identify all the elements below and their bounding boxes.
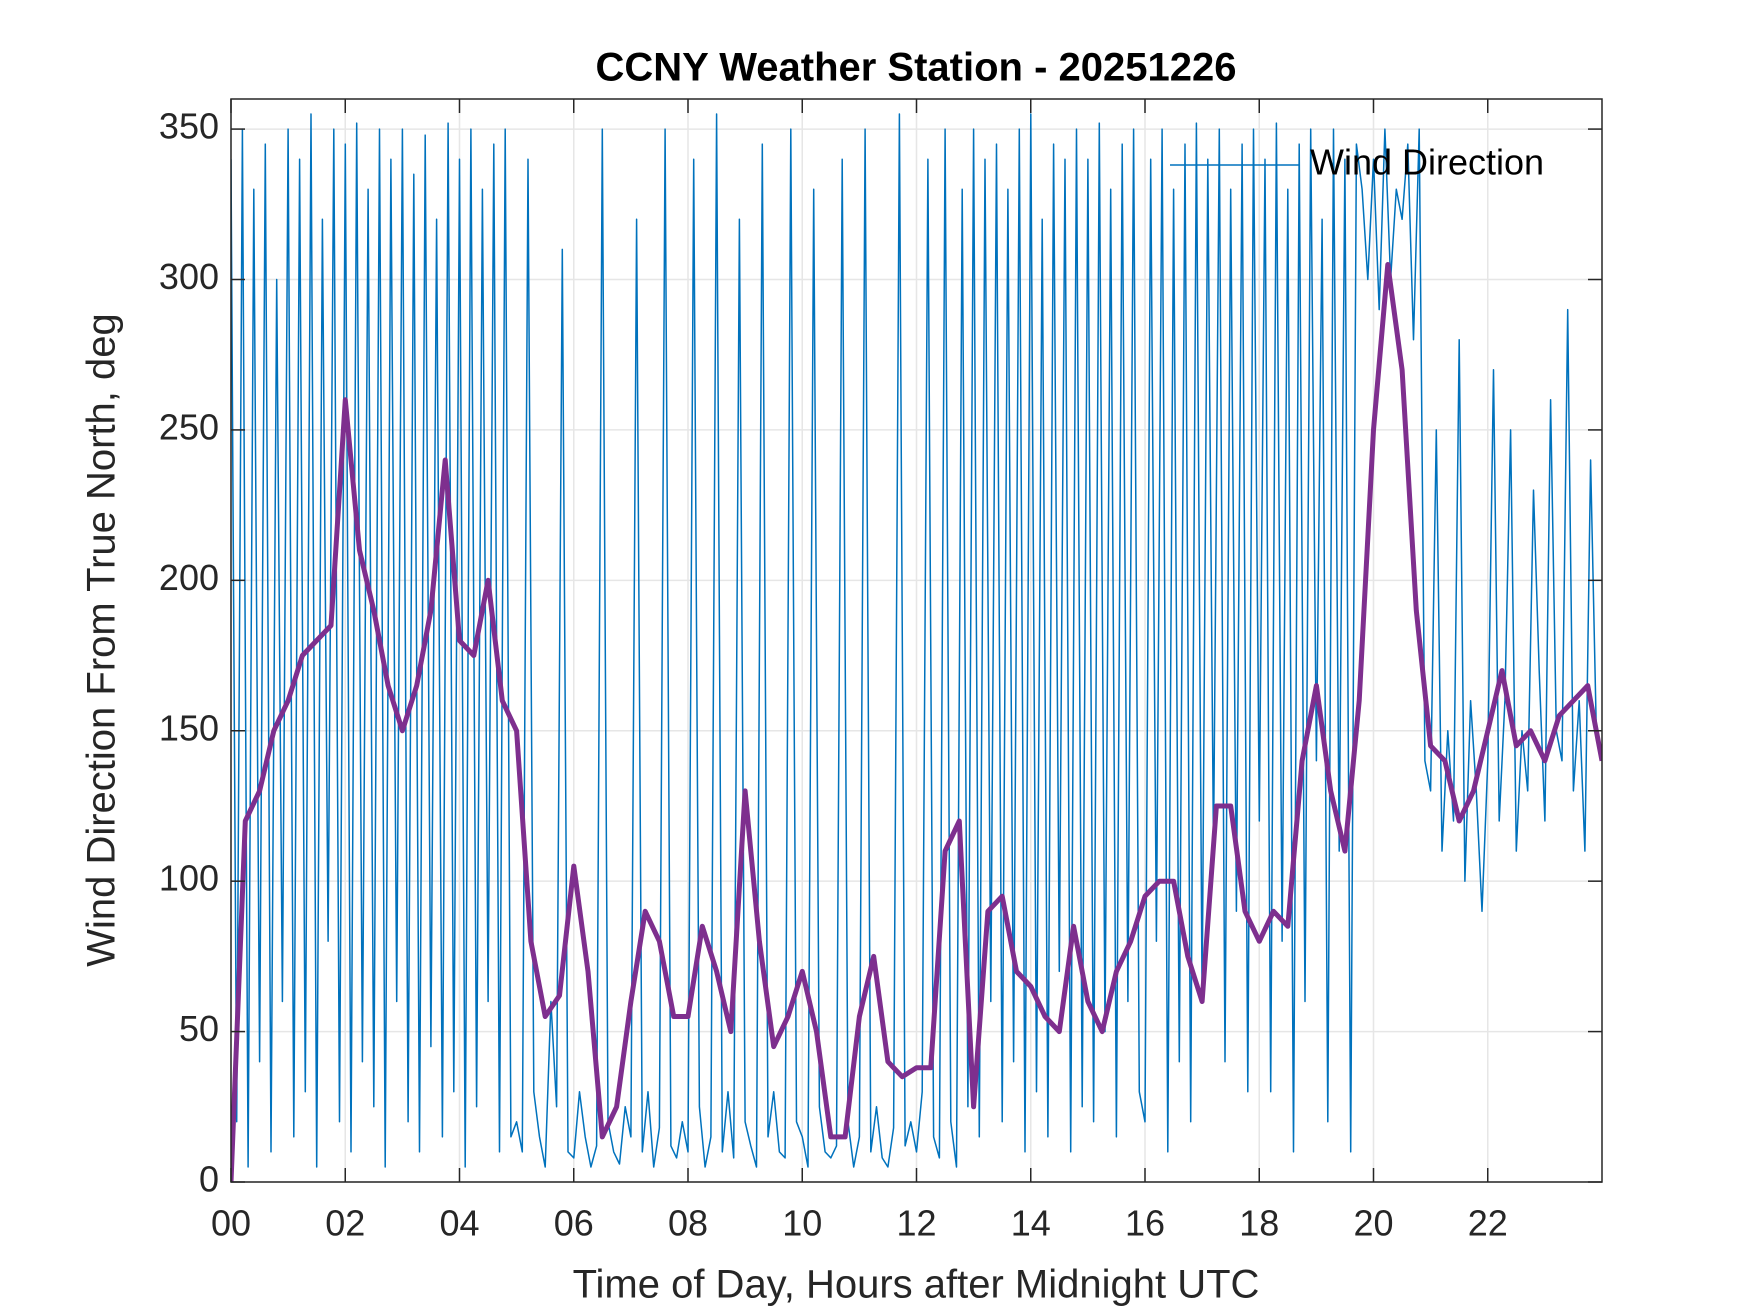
chart-title: CCNY Weather Station - 20251226 <box>596 46 1237 90</box>
x-tick-label: 16 <box>1125 1203 1165 1244</box>
x-tick-label: 12 <box>896 1203 936 1244</box>
y-tick-label: 150 <box>159 707 219 748</box>
y-tick-label: 50 <box>179 1008 219 1049</box>
x-tick-label: 08 <box>668 1203 708 1244</box>
x-axis-label: Time of Day, Hours after Midnight UTC <box>573 1263 1260 1307</box>
x-tick-label: 14 <box>1011 1203 1051 1244</box>
y-tick-label: 250 <box>159 406 219 447</box>
y-tick-label: 100 <box>159 858 219 899</box>
y-tick-label: 300 <box>159 256 219 297</box>
x-tick-label: 00 <box>211 1203 251 1244</box>
x-tick-label: 10 <box>782 1203 822 1244</box>
data-line <box>231 262 1602 1182</box>
x-tick-label: 04 <box>439 1203 479 1244</box>
series-group <box>231 113 1602 1182</box>
y-tick-label: 350 <box>159 106 219 147</box>
legend-label: Wind Direction <box>1310 142 1544 183</box>
x-tick-label: 18 <box>1239 1203 1279 1244</box>
plot-area: 0 50 100 150 200 250 300 350 00 02 04 06 08 10 12 14 16 1… <box>159 98 1603 1244</box>
y-tick-label: 200 <box>159 557 219 598</box>
y-tick-label: 0 <box>199 1159 219 1200</box>
x-tick-label: 22 <box>1468 1203 1508 1244</box>
y-axis-label: Wind Direction From True North, deg <box>80 313 124 967</box>
x-tick-label: 20 <box>1353 1203 1393 1244</box>
x-tick-label: 06 <box>554 1203 594 1244</box>
data-line <box>231 113 1602 1168</box>
x-tick-label: 02 <box>325 1203 365 1244</box>
